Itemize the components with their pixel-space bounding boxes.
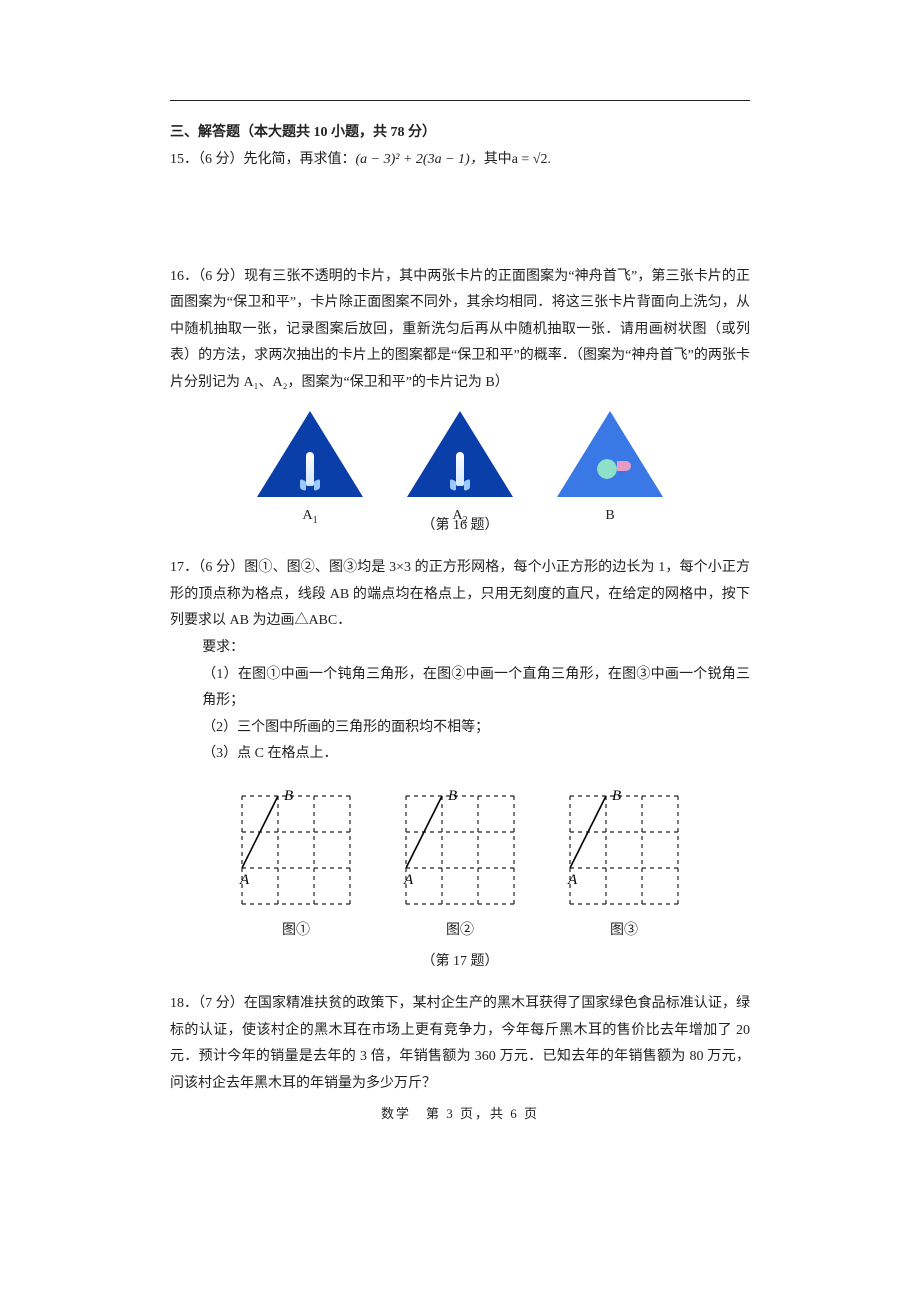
triangle-icon — [257, 411, 363, 497]
rocket-icon — [306, 452, 314, 486]
grid-3-caption: 图③ — [560, 918, 688, 945]
svg-text:A: A — [239, 872, 250, 888]
spacer — [170, 184, 750, 264]
question-18: 18．（7 分）在国家精准扶贫的政策下，某村企生产的黑木耳获得了国家绿色食品标准… — [170, 991, 750, 1097]
question-16: 16．（6 分）现有三张不透明的卡片，其中两张卡片的正面图案为“神舟首飞”，第三… — [170, 264, 750, 540]
q17-req2: （2）三个图中所画的三角形的面积均不相等； — [170, 715, 750, 742]
q15-number: 15． — [170, 152, 198, 167]
svg-text:B: B — [284, 788, 293, 804]
section-title: 三、解答题（本大题共 10 小题，共 78 分） — [170, 121, 750, 141]
rocket-icon — [456, 452, 464, 486]
svg-text:A: A — [567, 872, 578, 888]
q17-caption: （第 17 题） — [170, 949, 750, 976]
top-rule — [170, 100, 750, 101]
card-a2: A2 — [405, 411, 515, 511]
q16-number: 16． — [170, 269, 198, 284]
card-a1: A1 — [255, 411, 365, 511]
q18-number: 18． — [170, 996, 198, 1011]
card-b: B — [555, 411, 665, 511]
grid-svg-1: AB — [232, 786, 360, 914]
svg-text:A: A — [403, 872, 414, 888]
q15-text-a: 先化简，再求值： — [244, 152, 356, 167]
card-a1-sub: 1 — [313, 514, 318, 525]
q18-body: 在国家精准扶贫的政策下，某村企生产的黑木耳获得了国家绿色食品标准认证，绿标的认证… — [170, 996, 750, 1091]
grid-svg-2: AB — [396, 786, 524, 914]
dove-icon — [595, 457, 625, 481]
q17-req-label: 要求： — [170, 635, 750, 662]
q15-text-b: 其中 — [484, 152, 512, 167]
grid-1: AB 图① — [232, 786, 360, 945]
q15-where: a = √2. — [512, 152, 551, 167]
grid-1-caption: 图① — [232, 918, 360, 945]
triangle-icon — [407, 411, 513, 497]
page: 三、解答题（本大题共 10 小题，共 78 分） 15．（6 分）先化简，再求值… — [0, 0, 920, 1302]
question-15: 15．（6 分）先化简，再求值：(a − 3)² + 2(3a − 1)，其中a… — [170, 147, 750, 174]
q16-cards-row: A1 A2 B — [170, 411, 750, 511]
card-b-label: B — [605, 503, 614, 530]
q15-points: （6 分） — [198, 152, 244, 167]
page-footer: 数学 第 3 页，共 6 页 — [0, 1103, 920, 1122]
card-a1-letter: A — [302, 508, 312, 523]
question-17: 17．（6 分）图①、图②、图③均是 3×3 的正方形网格，每个小正方形的边长为… — [170, 555, 750, 975]
svg-text:B: B — [612, 788, 621, 804]
q16-body: 现有三张不透明的卡片，其中两张卡片的正面图案为“神舟首飞”，第三张卡片的正面图案… — [170, 269, 750, 390]
q17-grids-row: AB 图① AB 图② AB 图③ — [170, 786, 750, 945]
q16-caption: （第 16 题） — [170, 513, 750, 540]
q17-body: 图①、图②、图③均是 3×3 的正方形网格，每个小正方形的边长为 1，每个小正方… — [170, 560, 750, 628]
grid-3: AB 图③ — [560, 786, 688, 945]
q17-req1: （1）在图①中画一个钝角三角形，在图②中画一个直角三角形，在图③中画一个锐角三角… — [170, 662, 750, 715]
q18-points: （7 分） — [198, 996, 244, 1011]
q16-points: （6 分） — [198, 269, 244, 284]
svg-text:B: B — [448, 788, 457, 804]
q17-points: （6 分） — [198, 560, 244, 575]
q17-number: 17． — [170, 560, 198, 575]
triangle-icon — [557, 411, 663, 497]
grid-svg-3: AB — [560, 786, 688, 914]
grid-2-caption: 图② — [396, 918, 524, 945]
card-a1-label: A1 — [302, 503, 317, 530]
q15-formula: (a − 3)² + 2(3a − 1)， — [356, 152, 484, 167]
q17-req3: （3）点 C 在格点上． — [170, 741, 750, 768]
grid-2: AB 图② — [396, 786, 524, 945]
